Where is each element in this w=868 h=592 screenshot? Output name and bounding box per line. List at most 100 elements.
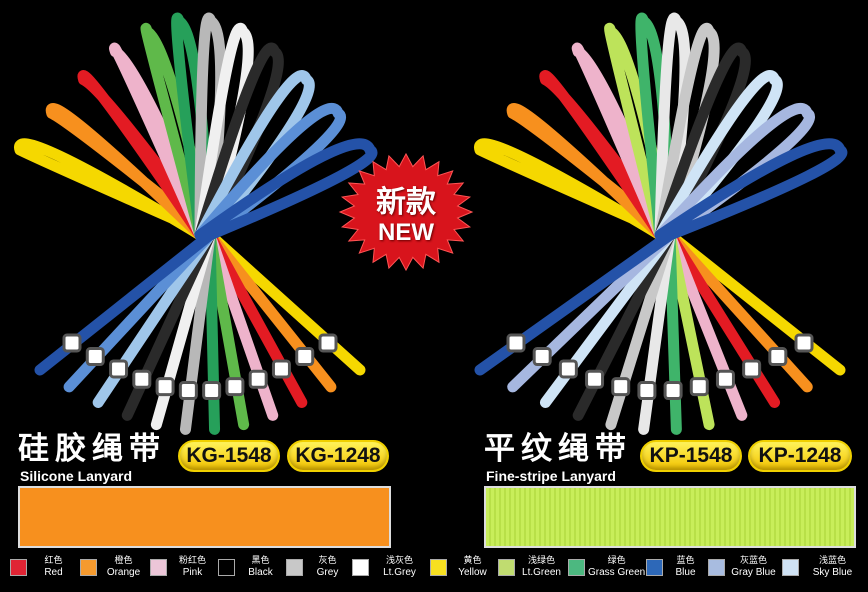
legend-label: 黑色 Black bbox=[238, 555, 283, 579]
lanyard-buckle bbox=[532, 347, 552, 367]
lanyard-strap bbox=[474, 138, 846, 376]
legend-en: Lt.Green bbox=[522, 567, 561, 578]
lanyard-buckle bbox=[506, 333, 526, 353]
lanyard-buckle bbox=[85, 347, 105, 367]
legend-label: 灰蓝色 Gray Blue bbox=[728, 555, 779, 579]
legend-label: 绿色 Grass Green bbox=[588, 555, 645, 579]
new-starburst bbox=[338, 152, 474, 272]
legend-en: Gray Blue bbox=[731, 567, 776, 578]
legend-item: 黑色 Black bbox=[218, 555, 283, 579]
legend-en: Sky Blue bbox=[812, 567, 853, 578]
color-swatch bbox=[80, 558, 97, 576]
lanyard-buckle bbox=[611, 377, 631, 397]
legend-item: 黄色 Yellow bbox=[430, 555, 495, 579]
lanyard-buckle bbox=[768, 347, 788, 367]
legend-label: 浅绿色 Lt.Green bbox=[518, 555, 565, 579]
legend-label: 红色 Red bbox=[30, 555, 77, 579]
new-badge-text: 新款 NEW bbox=[338, 186, 474, 246]
lanyard-buckle bbox=[225, 377, 245, 397]
code-badge-kp1548: KP-1548 bbox=[640, 440, 742, 472]
lanyard-buckle bbox=[155, 377, 175, 397]
lanyard-buckle bbox=[318, 333, 338, 353]
legend-label: 浅灰色 Lt.Grey bbox=[372, 555, 427, 579]
color-swatch bbox=[352, 558, 369, 576]
legend-en: Yellow bbox=[458, 567, 487, 578]
legend-item: 绿色 Grass Green bbox=[568, 555, 645, 579]
lanyard-buckle bbox=[62, 333, 82, 353]
legend-cn: 黄色 bbox=[463, 556, 482, 566]
legend-item: 灰蓝色 Gray Blue bbox=[708, 555, 779, 579]
legend-cn: 浅蓝色 bbox=[818, 556, 846, 566]
color-swatch bbox=[10, 558, 27, 576]
legend-en: Grass Green bbox=[588, 567, 646, 578]
legend-cn: 灰蓝色 bbox=[739, 556, 767, 566]
lanyard-strap bbox=[506, 103, 813, 393]
legend-en: Black bbox=[248, 567, 273, 578]
lanyard-buckle bbox=[248, 369, 268, 389]
lanyard-strap bbox=[77, 70, 308, 408]
legend-cn: 浅绿色 bbox=[527, 556, 555, 566]
legend-cn: 黑色 bbox=[251, 556, 270, 566]
lanyard-strap bbox=[34, 138, 378, 376]
lanyard-buckle bbox=[794, 333, 814, 353]
legend-label: 橙色 Orange bbox=[100, 555, 147, 579]
lanyard-buckle bbox=[558, 359, 578, 379]
lanyard-buckle bbox=[295, 347, 315, 367]
lanyard-buckle bbox=[202, 381, 222, 401]
legend-en: Orange bbox=[106, 567, 141, 578]
color-swatch bbox=[646, 558, 663, 576]
right-title-cn: 平纹绳带 bbox=[484, 431, 632, 467]
legend-label: 浅蓝色 Sky Blue bbox=[802, 555, 863, 579]
legend-en: Pink bbox=[182, 567, 203, 578]
lanyard-buckle bbox=[132, 369, 152, 389]
lanyard-strap bbox=[474, 138, 848, 376]
lanyard-buckle bbox=[689, 377, 709, 397]
legend-item: 红色 Red bbox=[10, 555, 77, 579]
legend-en: Lt.Grey bbox=[383, 567, 416, 578]
legend-item: 橙色 Orange bbox=[80, 555, 147, 579]
lanyard-buckle bbox=[585, 369, 605, 389]
legend-cn: 蓝色 bbox=[676, 556, 695, 566]
legend-en: Grey bbox=[316, 567, 339, 578]
silicone-lanyard-fan bbox=[14, 12, 378, 435]
color-swatch bbox=[568, 558, 585, 576]
legend-cn: 绿色 bbox=[607, 556, 626, 566]
legend-en: Red bbox=[44, 567, 63, 578]
left-title-en: Silicone Lanyard bbox=[20, 468, 133, 484]
code-badge-kg1548: KG-1548 bbox=[178, 440, 280, 472]
legend-label: 灰色 Grey bbox=[306, 555, 349, 579]
lanyard-buckle bbox=[663, 381, 683, 401]
lanyard-buckle bbox=[715, 369, 735, 389]
legend-item: 浅绿色 Lt.Green bbox=[498, 555, 565, 579]
color-swatch bbox=[286, 558, 303, 576]
legend-item: 浅灰色 Lt.Grey bbox=[352, 555, 427, 579]
legend-cn: 橙色 bbox=[114, 556, 133, 566]
legend-label: 黄色 Yellow bbox=[450, 555, 495, 579]
lanyard-buckle bbox=[271, 359, 291, 379]
fine-stripe-sample-bar bbox=[484, 486, 856, 548]
legend-label: 粉红色 Pink bbox=[170, 555, 215, 579]
silicone-sample-bar bbox=[18, 486, 391, 548]
lanyard-strap bbox=[14, 138, 366, 376]
new-badge-cn: 新款 bbox=[376, 185, 436, 220]
fine-stripe-lanyard-fan bbox=[474, 12, 848, 435]
lanyard-strap bbox=[539, 70, 781, 408]
legend-item: 浅蓝色 Sky Blue bbox=[782, 555, 863, 579]
legend-cn: 灰色 bbox=[318, 556, 337, 566]
color-swatch bbox=[218, 558, 235, 576]
legend-item: 灰色 Grey bbox=[286, 555, 349, 579]
lanyard-buckle bbox=[742, 359, 762, 379]
lanyard-buckle bbox=[178, 381, 198, 401]
lanyard-buckle bbox=[637, 381, 657, 401]
color-swatch bbox=[430, 558, 447, 576]
legend-cn: 浅灰色 bbox=[385, 556, 413, 566]
color-swatch bbox=[498, 558, 515, 576]
legend-item: 粉红色 Pink bbox=[150, 555, 215, 579]
left-title-cn: 硅胶绳带 bbox=[18, 431, 166, 467]
code-badge-kg1248: KG-1248 bbox=[287, 440, 389, 472]
new-badge-en: NEW bbox=[378, 219, 434, 246]
legend-item: 蓝色 Blue bbox=[646, 555, 705, 579]
color-swatch bbox=[708, 558, 725, 576]
lanyard-strap bbox=[45, 103, 337, 393]
